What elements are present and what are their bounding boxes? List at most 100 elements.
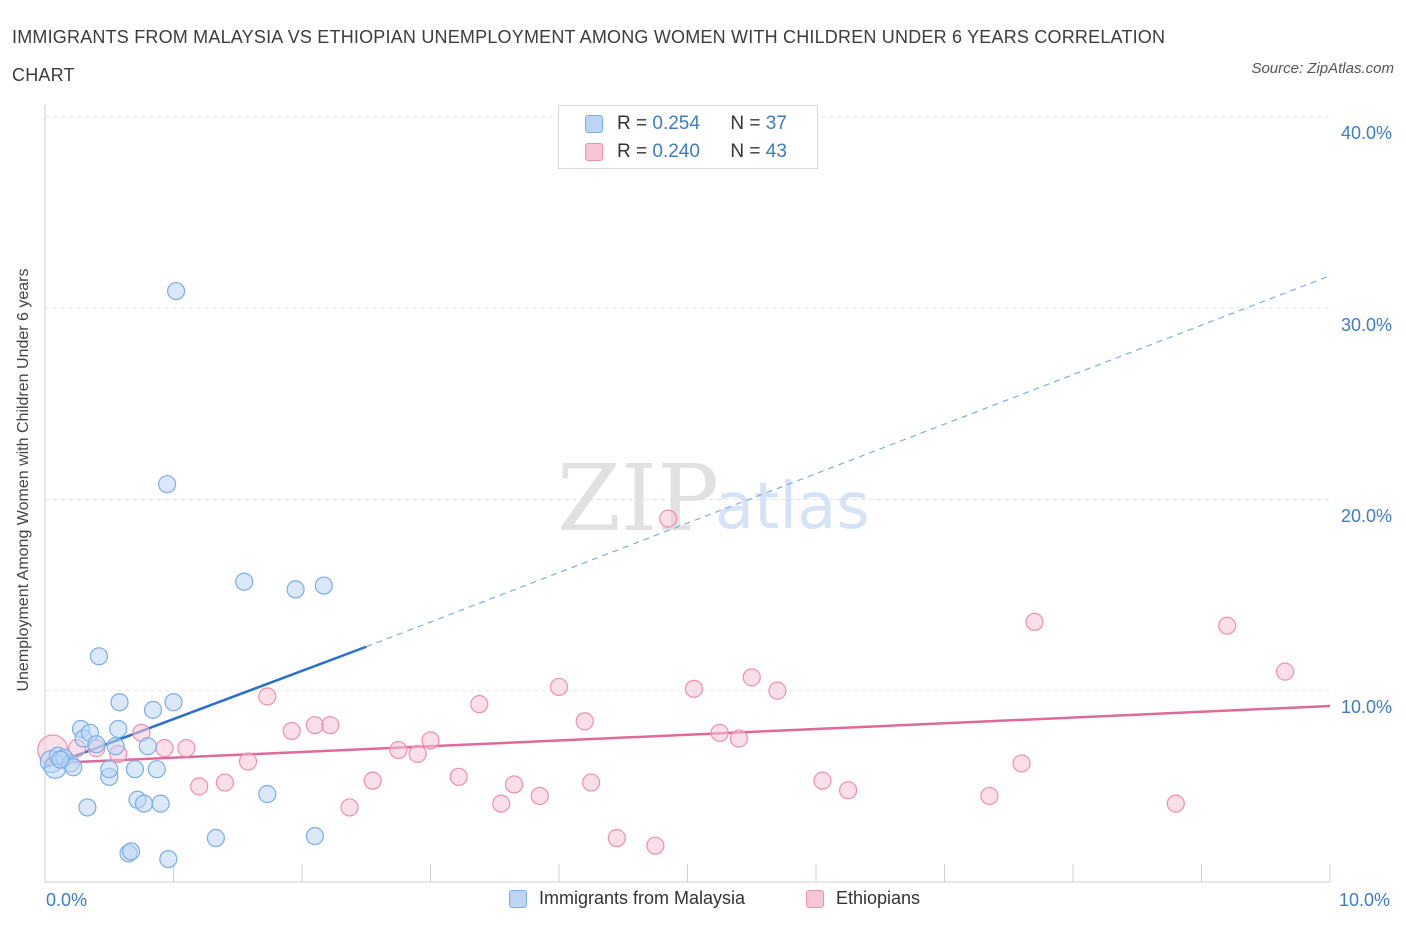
point-malaysia <box>121 842 141 861</box>
n-value-blue: 37 <box>765 113 787 134</box>
point-malaysia <box>125 760 145 779</box>
watermark-zip: ZIP <box>557 445 719 552</box>
legend-label-malaysia: Immigrants from Malaysia <box>539 888 746 908</box>
point-ethiopians <box>710 723 729 742</box>
point-ethiopians <box>155 739 174 758</box>
point-ethiopians <box>1275 662 1295 681</box>
point-ethiopians <box>1012 754 1031 773</box>
n-label: N = <box>730 113 761 134</box>
gridlines <box>45 116 1330 692</box>
point-malaysia <box>78 798 97 817</box>
point-ethiopians <box>659 509 678 528</box>
y-tick-label-10: 10.0% <box>1340 697 1392 717</box>
axes <box>44 105 1331 883</box>
point-malaysia <box>87 735 106 754</box>
point-ethiopians <box>492 794 511 813</box>
stats-legend-row-pink: R = 0.240 N = 43 <box>585 139 787 165</box>
legend-item-ethiopians: Ethiopians <box>806 888 920 909</box>
point-ethiopians <box>190 777 209 796</box>
point-malaysia <box>138 737 157 756</box>
point-ethiopians <box>215 773 234 792</box>
point-ethiopians <box>813 771 832 790</box>
r-label: R = <box>617 141 648 162</box>
point-malaysia <box>157 475 177 494</box>
point-ethiopians <box>729 729 749 748</box>
source-label: Source: ZipAtlas.com <box>1251 60 1394 77</box>
point-ethiopians <box>238 752 258 771</box>
point-malaysia <box>109 719 128 739</box>
trend-line-ethiopians <box>44 704 1331 765</box>
point-ethiopians <box>768 681 787 700</box>
point-ethiopians <box>470 695 489 714</box>
point-ethiopians <box>363 771 382 790</box>
watermark-atlas: atlas <box>715 470 870 544</box>
point-malaysia <box>166 281 186 301</box>
watermark: ZIP atlas <box>557 445 870 552</box>
chart-title: IMMIGRANTS FROM MALAYSIA VS ETHIOPIAN UN… <box>12 27 1166 85</box>
x-tick-label-max: 10.0% <box>1339 890 1391 910</box>
point-malaysia <box>89 647 109 666</box>
point-ethiopians <box>389 740 408 760</box>
point-malaysia <box>286 580 305 599</box>
x-tick-label-min: 0.0% <box>46 890 88 910</box>
trend-line-malaysia-extension <box>366 275 1331 648</box>
legend-label-ethiopians: Ethiopians <box>836 888 921 908</box>
point-ethiopians <box>1025 612 1044 632</box>
point-malaysia <box>235 572 254 591</box>
stats-legend-row-blue: R = 0.254 N = 37 <box>585 111 787 137</box>
point-malaysia <box>159 849 178 869</box>
point-malaysia <box>51 750 70 769</box>
point-ethiopians <box>684 679 704 698</box>
point-ethiopians <box>408 744 427 763</box>
point-malaysia <box>143 700 163 719</box>
point-ethiopians <box>575 712 594 731</box>
point-malaysia <box>151 794 170 813</box>
point-ethiopians <box>646 836 665 855</box>
point-ethiopians <box>742 668 761 687</box>
point-malaysia <box>314 576 333 595</box>
point-ethiopians <box>258 687 277 706</box>
legend-swatch-pink <box>806 889 824 908</box>
point-ethiopians <box>177 739 196 758</box>
pink-swatch <box>585 143 603 161</box>
n-value-pink: 43 <box>765 141 787 162</box>
r-label: R = <box>617 113 648 134</box>
point-malaysia <box>305 826 324 846</box>
point-malaysia <box>147 760 166 779</box>
point-ethiopians <box>582 773 601 792</box>
point-ethiopians <box>980 786 999 806</box>
y-axis-label: Unemployment Among Women with Children U… <box>15 268 32 692</box>
point-ethiopians <box>340 798 359 817</box>
point-ethiopians <box>530 786 549 806</box>
point-ethiopians <box>449 767 468 786</box>
point-malaysia <box>106 737 125 756</box>
point-ethiopians <box>421 731 440 750</box>
point-malaysia <box>134 794 154 813</box>
point-ethiopians <box>305 716 324 735</box>
point-malaysia <box>100 760 119 779</box>
point-malaysia <box>110 693 129 712</box>
data-points <box>37 281 1295 869</box>
y-tick-label-20: 20.0% <box>1340 506 1392 526</box>
point-malaysia <box>258 784 277 804</box>
point-malaysia <box>164 693 183 712</box>
point-ethiopians <box>321 716 340 735</box>
point-malaysia <box>206 828 226 848</box>
r-value-blue: 0.254 <box>652 113 700 134</box>
n-label: N = <box>730 141 761 162</box>
point-ethiopians <box>607 828 626 848</box>
y-tick-label-30: 30.0% <box>1340 315 1392 335</box>
blue-swatch <box>585 115 603 133</box>
point-ethiopians <box>504 775 524 794</box>
point-ethiopians <box>839 781 858 800</box>
point-ethiopians <box>1218 616 1237 635</box>
y-tick-label-40: 40.0% <box>1340 123 1392 143</box>
legend-swatch-blue <box>509 889 527 908</box>
point-ethiopians <box>282 721 301 741</box>
r-value-pink: 0.240 <box>652 141 700 162</box>
stats-legend: R = 0.254 N = 37 R = 0.240 N = 43 <box>558 105 818 169</box>
legend-item-malaysia: Immigrants from Malaysia <box>509 888 745 909</box>
point-ethiopians <box>549 677 569 697</box>
point-ethiopians <box>1166 794 1185 813</box>
